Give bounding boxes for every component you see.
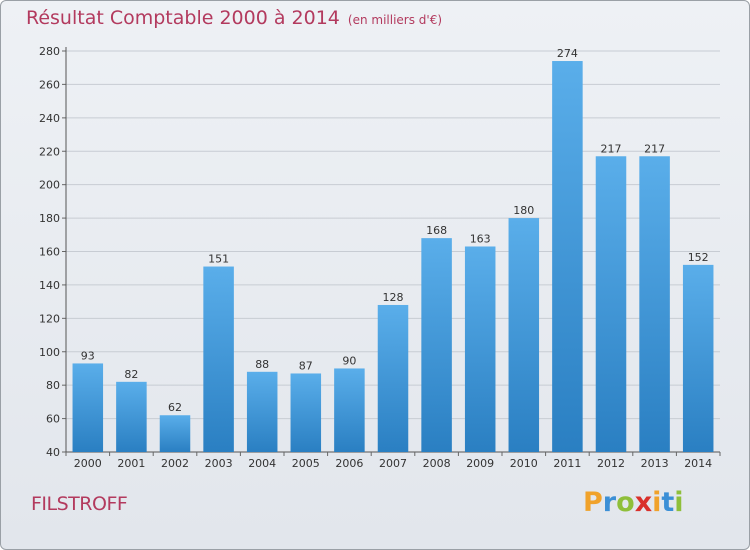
bar — [595, 156, 627, 452]
x-tick-label: 2008 — [423, 457, 451, 470]
bar — [639, 156, 670, 452]
logo-letter: t — [661, 487, 675, 518]
proxiti-logo: Proxiti — [583, 487, 684, 518]
y-tick-label: 140 — [39, 279, 60, 292]
chart-title: Résultat Comptable 2000 à 2014 — [26, 7, 340, 29]
x-tick-label: 2002 — [161, 457, 189, 470]
y-tick-label: 280 — [39, 45, 60, 58]
y-tick-label: 200 — [39, 179, 60, 192]
bar — [377, 304, 409, 452]
bar-value-label: 217 — [644, 142, 665, 155]
bar — [116, 381, 147, 452]
bar — [464, 246, 496, 452]
logo-letter: r — [602, 487, 617, 518]
bar — [72, 363, 104, 452]
x-tick-label: 2013 — [641, 457, 669, 470]
bar-value-label: 128 — [383, 291, 404, 304]
y-tick-label: 180 — [39, 212, 60, 225]
bar-value-label: 152 — [688, 251, 709, 264]
y-tick-label: 120 — [39, 312, 60, 325]
x-tick-label: 2001 — [117, 457, 145, 470]
x-tick-label: 2003 — [205, 457, 233, 470]
bar — [421, 238, 452, 452]
y-tick-label: 260 — [39, 78, 60, 91]
logo-letter: i — [674, 487, 684, 518]
x-tick-label: 2006 — [335, 457, 363, 470]
y-tick-label: 240 — [39, 112, 60, 125]
bar — [203, 266, 234, 452]
x-tick-label: 2011 — [553, 457, 581, 470]
x-tick-label: 2004 — [248, 457, 276, 470]
bar-value-label: 180 — [513, 204, 534, 217]
bars — [72, 61, 714, 453]
x-tick-label: 2012 — [597, 457, 625, 470]
bar-value-label: 163 — [470, 232, 491, 245]
chart-title-block: Résultat Comptable 2000 à 2014 (en millie… — [26, 7, 442, 29]
bar-value-label: 82 — [124, 368, 138, 381]
bar-value-label: 274 — [557, 47, 578, 60]
x-tick-label: 2000 — [74, 457, 102, 470]
y-tick-label: 40 — [46, 446, 60, 459]
bar-value-label: 93 — [81, 349, 95, 362]
bar-value-label: 168 — [426, 224, 447, 237]
logo-letter: P — [583, 487, 603, 518]
bar-value-label: 88 — [255, 358, 269, 371]
x-tick-label: 2014 — [684, 457, 712, 470]
bar-value-label: 151 — [208, 253, 229, 266]
y-tick-label: 100 — [39, 346, 60, 359]
logo-letter: i — [652, 487, 662, 518]
commune-name: FILSTROFF — [31, 493, 128, 515]
bar — [246, 371, 278, 452]
bar — [508, 218, 540, 452]
x-tick-label: 2009 — [466, 457, 494, 470]
bar-value-label: 87 — [299, 359, 313, 372]
bar — [552, 61, 583, 453]
labels: 40 60 80 100 120 140 160 180 200 220 240 260 280 93 20… — [39, 45, 712, 470]
logo-letter: x — [634, 487, 653, 518]
bar-value-label: 90 — [342, 354, 356, 367]
x-tick-label: 2005 — [292, 457, 320, 470]
y-tick-label: 60 — [46, 413, 60, 426]
logo-letter: o — [616, 487, 635, 518]
bar — [290, 373, 322, 452]
bar — [159, 415, 191, 452]
bar — [334, 368, 365, 452]
chart-subtitle: (en milliers d'€) — [347, 13, 443, 27]
x-tick-label: 2007 — [379, 457, 407, 470]
x-tick-label: 2010 — [510, 457, 538, 470]
bar — [682, 264, 714, 452]
y-tick-label: 220 — [39, 145, 60, 158]
bar-value-label: 217 — [601, 142, 622, 155]
bar-value-label: 62 — [168, 401, 182, 414]
y-tick-label: 160 — [39, 246, 60, 259]
y-tick-label: 80 — [46, 379, 60, 392]
